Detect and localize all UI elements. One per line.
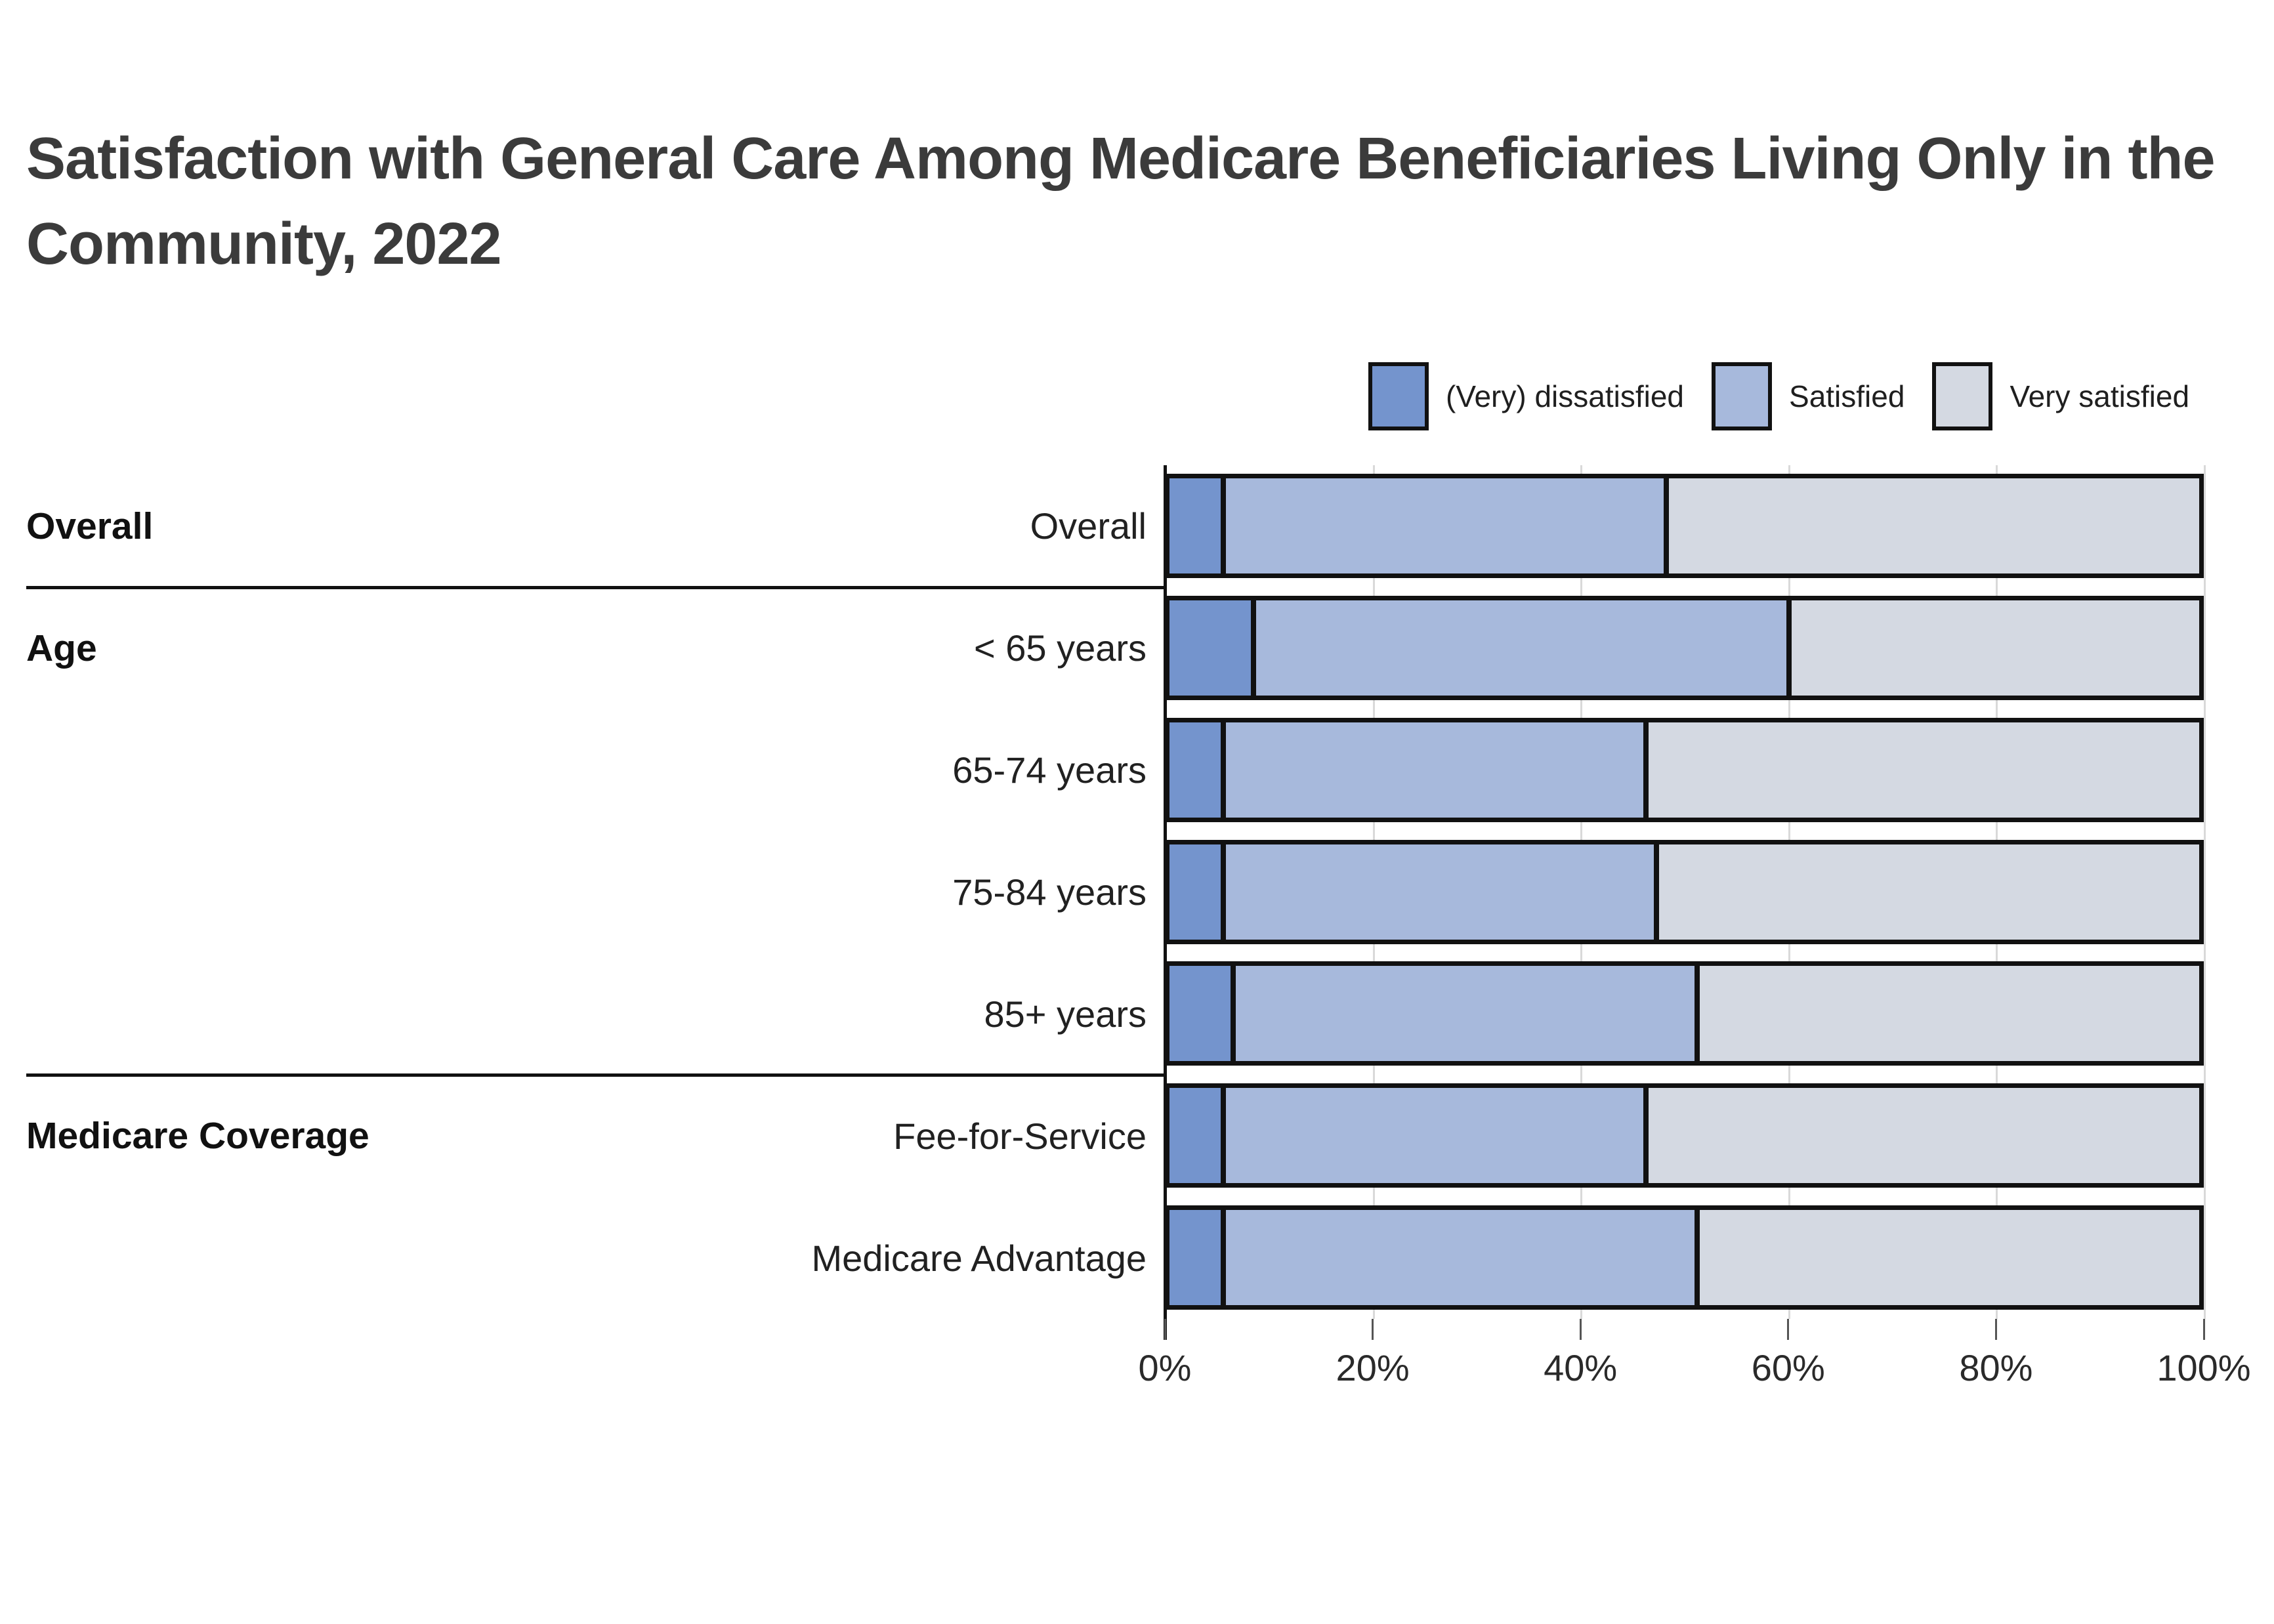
bar-medicare-advantage-seg-very-satisfied: [1700, 1210, 2199, 1306]
bar-65-years-seg-satisfied: [1256, 600, 1792, 696]
x-tick-label-20: 20%: [1336, 1347, 1410, 1388]
row-label-medicare-advantage: Medicare Advantage: [811, 1237, 1147, 1279]
legend-swatch-very-dissatisfied: [1368, 362, 1429, 430]
bar-85-years-seg-very-satisfied: [1700, 966, 2199, 1062]
legend: (Very) dissatisfied Satisfied Very satisfi…: [1368, 362, 2189, 430]
x-tick-100: [2202, 1319, 2205, 1340]
bar-75-84-years-seg-very-dissatisfied: [1169, 844, 1226, 940]
bar-65-74-years-seg-satisfied: [1225, 722, 1649, 818]
row-label-overall: Overall: [1030, 505, 1147, 547]
legend-item-very-dissatisfied: (Very) dissatisfied: [1368, 362, 1684, 430]
row-label-75-84-years: 75-84 years: [952, 871, 1147, 913]
bar-65-years-seg-very-satisfied: [1791, 600, 2199, 696]
bar-medicare-advantage-seg-satisfied: [1225, 1210, 1700, 1306]
bar-medicare-advantage-seg-very-dissatisfied: [1169, 1210, 1226, 1306]
group-separator-above-65-years: [26, 585, 1166, 589]
bar-65-years-seg-very-dissatisfied: [1169, 600, 1257, 696]
bar-75-84-years-seg-satisfied: [1225, 844, 1659, 940]
bar-fee-for-service-seg-very-dissatisfied: [1169, 1088, 1226, 1184]
row-label-65-years: < 65 years: [973, 627, 1147, 669]
x-tick-label-80: 80%: [1959, 1347, 2033, 1388]
row-label-85-years: 85+ years: [984, 993, 1147, 1035]
x-tick-20: [1372, 1319, 1374, 1340]
chart-title: Satisfaction with General Care Among Med…: [26, 126, 2216, 277]
bar-85-years: [1165, 961, 2204, 1066]
bar-85-years-seg-satisfied: [1236, 966, 1700, 1062]
bar-75-84-years: [1165, 839, 2204, 944]
bar-overall-seg-satisfied: [1225, 478, 1670, 573]
bar-85-years-seg-very-dissatisfied: [1169, 966, 1236, 1062]
bar-fee-for-service-seg-satisfied: [1225, 1088, 1649, 1184]
bar-overall-seg-very-satisfied: [1669, 478, 2200, 573]
bar-fee-for-service: [1165, 1083, 2204, 1188]
x-tick-label-100: 100%: [2157, 1347, 2251, 1388]
legend-swatch-satisfied: [1712, 362, 1773, 430]
group-separator-above-fee-for-service: [26, 1073, 1166, 1077]
gridline-100: [2204, 465, 2206, 1319]
group-label-age: Age: [26, 627, 97, 669]
group-label-overall: Overall: [26, 505, 154, 547]
x-tick-0: [1164, 1319, 1166, 1340]
x-tick-label-60: 60%: [1751, 1347, 1825, 1388]
bar-65-74-years: [1165, 717, 2204, 822]
group-label-medicare-coverage: Medicare Coverage: [26, 1115, 369, 1157]
legend-item-satisfied: Satisfied: [1712, 362, 1905, 430]
row-label-65-74-years: 65-74 years: [952, 749, 1147, 791]
legend-label-satisfied: Satisfied: [1789, 379, 1905, 413]
bar-medicare-advantage: [1165, 1205, 2204, 1310]
legend-label-very-satisfied: Very satisfied: [2010, 379, 2190, 413]
row-label-fee-for-service: Fee-for-Service: [893, 1115, 1147, 1157]
bar-75-84-years-seg-very-satisfied: [1658, 844, 2200, 940]
x-tick-60: [1787, 1319, 1790, 1340]
x-tick-80: [1994, 1319, 1997, 1340]
legend-label-very-dissatisfied: (Very) dissatisfied: [1446, 379, 1685, 413]
bar-overall: [1165, 474, 2204, 578]
x-tick-label-40: 40%: [1544, 1347, 1618, 1388]
x-tick-40: [1579, 1319, 1582, 1340]
bar-65-74-years-seg-very-satisfied: [1649, 722, 2200, 818]
bar-fee-for-service-seg-very-satisfied: [1649, 1088, 2200, 1184]
legend-swatch-very-satisfied: [1932, 362, 1993, 430]
x-tick-label-0: 0%: [1138, 1347, 1192, 1388]
bar-overall-seg-very-dissatisfied: [1169, 478, 1226, 573]
bar-65-74-years-seg-very-dissatisfied: [1169, 722, 1226, 818]
plot-area: [1165, 465, 2206, 1319]
legend-item-very-satisfied: Very satisfied: [1932, 362, 2189, 430]
bar-65-years: [1165, 595, 2204, 700]
